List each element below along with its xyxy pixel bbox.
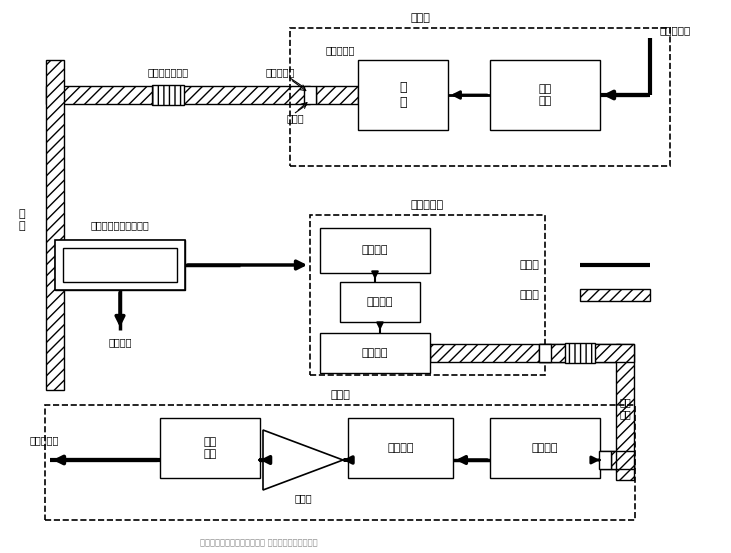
Bar <box>340 282 420 322</box>
Text: 电信号输入: 电信号输入 <box>660 25 692 35</box>
Text: 光
缆: 光 缆 <box>19 209 26 231</box>
Text: 放大器: 放大器 <box>294 493 312 503</box>
Text: 电路
驱动: 电路 驱动 <box>538 84 552 106</box>
Bar <box>290 28 670 166</box>
Bar <box>580 289 650 301</box>
Text: 再生中继器: 再生中继器 <box>410 200 444 210</box>
Text: 光纤耦合器及代码束器: 光纤耦合器及代码束器 <box>91 220 149 230</box>
Bar <box>616 459 634 480</box>
Bar <box>490 418 600 478</box>
Bar <box>45 405 635 520</box>
Text: 电路处理: 电路处理 <box>367 297 393 307</box>
Bar <box>565 343 595 363</box>
Bar <box>310 215 545 375</box>
Text: 发送端: 发送端 <box>410 13 430 23</box>
Bar <box>599 451 611 469</box>
Text: 光电
转换: 光电 转换 <box>619 397 631 419</box>
Bar <box>616 344 634 470</box>
Text: 莱芜市光纤通信系统有啥特点 光纤通信系统应用领域: 莱芜市光纤通信系统有啥特点 光纤通信系统应用领域 <box>200 539 318 547</box>
Text: 光纤连接器: 光纤连接器 <box>265 67 295 77</box>
Text: 光纤活动连接器: 光纤活动连接器 <box>148 67 189 77</box>
Polygon shape <box>263 430 343 490</box>
Text: 光放大器: 光放大器 <box>531 443 558 453</box>
Bar <box>55 256 64 274</box>
Text: 光检测器: 光检测器 <box>362 246 388 255</box>
Bar <box>490 60 600 130</box>
Text: 电信号: 电信号 <box>520 260 540 270</box>
Bar <box>611 451 616 469</box>
Bar <box>152 85 184 105</box>
Text: 光纤连接器: 光纤连接器 <box>325 45 355 55</box>
Bar <box>304 86 316 104</box>
Bar <box>358 60 448 130</box>
Text: 电信号输出: 电信号输出 <box>30 435 59 445</box>
Text: 隔离措施: 隔离措施 <box>108 337 132 347</box>
Bar <box>348 418 453 478</box>
Bar <box>600 451 634 469</box>
Bar <box>46 86 310 104</box>
Text: 光发送器: 光发送器 <box>362 348 388 358</box>
Bar <box>316 86 358 104</box>
Bar <box>160 418 260 478</box>
Bar <box>55 240 185 290</box>
Text: 信号
判决: 信号 判决 <box>203 437 216 459</box>
Bar <box>539 344 634 362</box>
Bar <box>55 240 185 290</box>
Bar <box>46 60 64 390</box>
Bar <box>539 344 551 362</box>
Bar <box>320 228 430 273</box>
Text: 光
源: 光 源 <box>399 81 406 109</box>
Text: 光信号: 光信号 <box>520 290 540 300</box>
Text: 光耦合器: 光耦合器 <box>387 443 414 453</box>
Text: 连接器: 连接器 <box>287 113 304 123</box>
Bar <box>430 344 620 362</box>
Text: 接收端: 接收端 <box>330 390 350 400</box>
Bar <box>63 248 177 282</box>
Bar <box>320 333 430 373</box>
